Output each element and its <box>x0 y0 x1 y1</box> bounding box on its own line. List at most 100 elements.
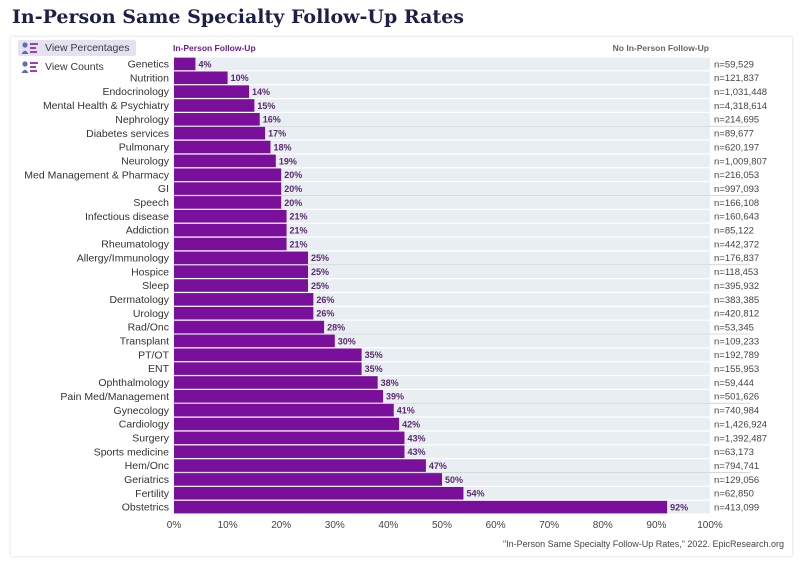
category-label: Allergy/Immunology <box>77 252 170 264</box>
legend-no-in-person: No In-Person Follow-Up <box>612 43 709 53</box>
bar <box>174 431 405 445</box>
remainder-bar <box>308 265 710 278</box>
count-label: n=166,108 <box>714 198 759 209</box>
remainder-bar <box>442 473 710 486</box>
bar <box>174 500 668 514</box>
category-label: Nutrition <box>130 72 169 84</box>
x-tick-label: 0% <box>167 520 182 531</box>
bar <box>174 223 287 237</box>
count-label: n=1,009,807 <box>714 156 767 167</box>
value-label: 50% <box>445 475 463 485</box>
remainder-bar <box>463 486 710 500</box>
count-label: n=214,695 <box>714 115 759 126</box>
category-label: Dermatology <box>109 294 169 306</box>
x-tick-label: 50% <box>432 520 452 531</box>
x-tick-label: 20% <box>271 520 291 531</box>
value-label: 25% <box>311 267 329 277</box>
view-counts-button[interactable]: View Counts <box>18 59 136 75</box>
category-label: Pulmonary <box>119 142 170 154</box>
value-label: 10% <box>231 73 249 83</box>
bar <box>174 459 426 472</box>
bar-chart: Genetics 4% n=59,529 Nutrition 10% n=121,837 E… <box>24 57 767 531</box>
bar <box>174 279 308 292</box>
category-label: Hem/Onc <box>125 460 169 472</box>
bar <box>174 376 378 389</box>
bar <box>174 486 464 500</box>
remainder-bar <box>281 168 710 182</box>
remainder-bar <box>249 85 711 98</box>
count-label: n=216,053 <box>714 170 759 181</box>
category-label: Rheumatology <box>101 239 169 251</box>
page-title: In-Person Same Specialty Follow-Up Rates <box>12 6 464 28</box>
count-label: n=620,197 <box>714 142 759 153</box>
bar <box>174 154 276 168</box>
remainder-bar <box>361 348 710 362</box>
count-label: n=63,173 <box>714 447 754 458</box>
bar <box>174 168 282 182</box>
value-label: 14% <box>252 87 270 97</box>
bar <box>174 417 400 431</box>
remainder-bar <box>313 306 710 320</box>
category-label: Genetics <box>128 59 169 71</box>
x-tick-label: 100% <box>697 520 723 531</box>
remainder-bar <box>425 459 710 472</box>
bar <box>174 126 266 140</box>
count-label: n=121,837 <box>714 73 759 84</box>
category-label: Geriatrics <box>124 474 169 486</box>
remainder-bar <box>399 417 710 431</box>
remainder-bar <box>275 154 710 168</box>
remainder-bar <box>308 251 710 265</box>
remainder-bar <box>377 376 710 389</box>
count-label: n=1,392,487 <box>714 433 767 444</box>
count-label: n=59,444 <box>714 378 754 389</box>
bar <box>174 293 314 306</box>
count-label: n=85,122 <box>714 226 754 237</box>
count-label: n=62,850 <box>714 489 754 500</box>
legend-in-person: In-Person Follow-Up <box>173 43 256 53</box>
bar <box>174 140 271 154</box>
value-label: 28% <box>327 322 345 332</box>
count-label: n=501,626 <box>714 392 759 403</box>
value-label: 17% <box>268 129 286 139</box>
category-label: Transplant <box>120 336 169 348</box>
value-label: 19% <box>279 156 297 166</box>
count-label: n=118,453 <box>714 267 758 278</box>
people-chart-icon <box>21 61 38 73</box>
value-label: 25% <box>311 253 329 263</box>
category-label: Mental Health & Psychiatry <box>43 100 170 112</box>
remainder-bar <box>286 237 710 251</box>
value-label: 43% <box>407 447 425 457</box>
view-percentages-button[interactable]: View Percentages <box>18 40 136 56</box>
count-label: n=109,233 <box>714 336 759 347</box>
remainder-bar <box>270 140 710 154</box>
value-label: 43% <box>407 433 425 443</box>
x-tick-label: 10% <box>218 520 238 531</box>
remainder-bar <box>308 279 710 292</box>
count-label: n=395,932 <box>714 281 759 292</box>
value-label: 21% <box>290 239 308 249</box>
value-label: 25% <box>311 281 329 291</box>
value-label: 20% <box>284 170 302 180</box>
value-label: 41% <box>397 406 415 416</box>
value-label: 18% <box>273 142 291 152</box>
remainder-bar <box>313 293 710 306</box>
category-label: ENT <box>148 363 170 375</box>
category-label: Med Management & Pharmacy <box>24 169 169 181</box>
remainder-bar <box>361 362 710 375</box>
bar <box>174 99 255 112</box>
count-label: n=413,099 <box>714 503 759 514</box>
value-label: 21% <box>290 212 308 222</box>
bar <box>174 182 282 195</box>
source-citation: "In-Person Same Specialty Follow-Up Rate… <box>502 539 784 549</box>
x-tick-label: 60% <box>486 520 506 531</box>
value-label: 30% <box>338 336 356 346</box>
remainder-bar <box>667 500 710 514</box>
remainder-bar <box>227 71 710 85</box>
bar <box>174 403 394 417</box>
count-label: n=4,318,614 <box>714 101 767 112</box>
value-label: 21% <box>290 226 308 236</box>
category-label: Nephrology <box>115 114 169 126</box>
count-label: n=89,677 <box>714 129 754 140</box>
value-label: 16% <box>263 115 281 125</box>
category-label: Diabetes services <box>86 128 169 140</box>
